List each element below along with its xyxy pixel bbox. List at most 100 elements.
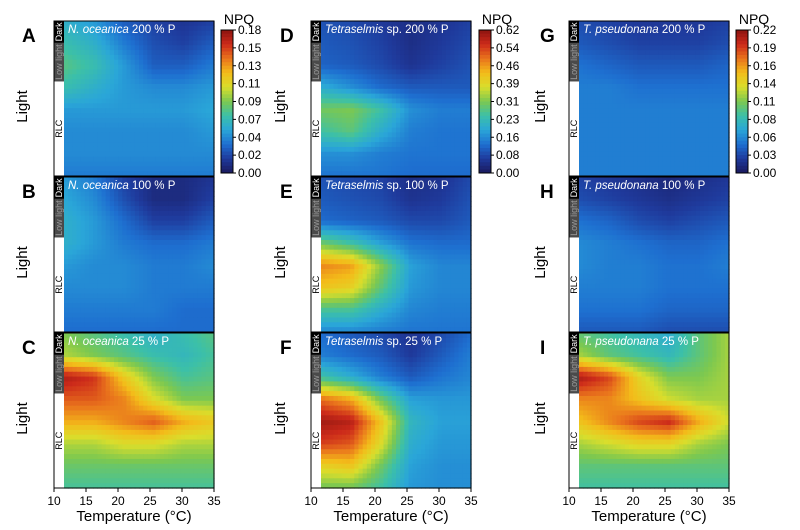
heatmap-cell	[172, 235, 178, 241]
heatmap-cell	[466, 196, 472, 202]
heatmap-cell	[429, 59, 435, 66]
heatmap-cell	[101, 381, 107, 387]
heatmap-cell	[147, 333, 153, 339]
heatmap-cell	[425, 79, 430, 85]
heatmap-cell	[76, 362, 82, 368]
heatmap-cell	[337, 64, 343, 71]
heatmap-cell	[93, 410, 98, 416]
heatmap-cell	[209, 283, 215, 289]
heatmap-cell	[122, 264, 128, 270]
heatmap-cell	[72, 235, 78, 241]
heatmap-cell	[147, 254, 153, 260]
heatmap-cell	[93, 171, 98, 177]
heatmap-cell	[446, 35, 451, 41]
heatmap-cell	[197, 79, 203, 85]
heatmap-cell	[151, 337, 157, 344]
heatmap-cell	[421, 142, 426, 148]
heatmap-cell	[164, 74, 169, 80]
heatmap-cell	[80, 113, 86, 119]
heatmap-cell	[134, 40, 140, 46]
heatmap-cell	[416, 74, 422, 80]
heatmap-cell	[164, 146, 169, 153]
heatmap-cell	[341, 25, 347, 32]
heatmap-cell	[189, 357, 194, 363]
heatmap-cell	[458, 54, 464, 61]
heatmap-cell	[180, 463, 186, 470]
heatmap-cell	[97, 400, 103, 407]
heatmap-cell	[164, 235, 169, 241]
heatmap-cell	[333, 88, 339, 95]
heatmap-cell	[396, 161, 401, 167]
heatmap-cell	[354, 177, 360, 183]
heatmap-cell	[391, 25, 397, 32]
heatmap-cell	[437, 83, 443, 90]
heatmap-cell	[76, 322, 82, 328]
heatmap-cell	[421, 196, 426, 202]
heatmap-cell	[189, 177, 194, 183]
heatmap-cell	[180, 342, 186, 349]
heatmap-cell	[101, 312, 107, 319]
heatmap-cell	[408, 88, 414, 95]
heatmap-cell	[76, 45, 82, 51]
heatmap-cell	[72, 161, 78, 167]
heatmap-cell	[101, 122, 107, 129]
heatmap-cell	[366, 108, 372, 114]
heatmap-cell	[462, 127, 468, 133]
heatmap-cell	[89, 337, 94, 344]
colorbar-segment	[221, 151, 233, 156]
heatmap-cell	[97, 357, 103, 363]
heatmap-cell	[184, 347, 190, 353]
heatmap-cell	[155, 215, 161, 222]
heatmap-cell	[139, 206, 144, 212]
heatmap-cell	[68, 425, 73, 431]
heatmap-cell	[201, 230, 207, 236]
heatmap-cell	[109, 206, 115, 212]
heatmap-cell	[429, 132, 435, 138]
heatmap-cell	[159, 142, 165, 148]
heatmap-cell	[97, 420, 103, 426]
heatmap-cell	[130, 54, 136, 61]
heatmap-cell	[155, 371, 161, 378]
heatmap-cell	[97, 181, 103, 188]
heatmap-cell	[209, 395, 215, 402]
heatmap-cell	[151, 196, 157, 202]
heatmap-cell	[155, 264, 161, 270]
heatmap-cell	[201, 449, 207, 455]
heatmap-cell	[209, 352, 215, 358]
heatmap-cell	[180, 225, 186, 231]
heatmap-cell	[93, 302, 98, 309]
heatmap-cell	[362, 50, 368, 56]
heatmap-cell	[155, 415, 161, 421]
heatmap-cell	[109, 478, 115, 484]
heatmap-cell	[333, 64, 339, 71]
heatmap-cell	[139, 108, 144, 114]
heatmap-cell	[147, 264, 153, 270]
heatmap-cell	[379, 74, 385, 80]
heatmap-cell	[450, 196, 455, 202]
heatmap-cell	[118, 137, 123, 143]
heatmap-cell	[89, 483, 94, 489]
heatmap-cell	[64, 35, 69, 41]
heatmap-cell	[80, 35, 86, 41]
heatmap-cell	[358, 103, 364, 109]
heatmap-cell	[404, 59, 410, 66]
heatmap-cell	[68, 317, 73, 323]
heatmap-cell	[458, 64, 464, 71]
heatmap-cell	[176, 400, 182, 407]
heatmap-cell	[193, 79, 198, 85]
heatmap-cell	[168, 45, 173, 51]
heatmap-cell	[197, 381, 203, 387]
heatmap-cell	[433, 74, 439, 80]
heatmap-cell	[189, 444, 194, 450]
heatmap-cell	[425, 196, 430, 202]
heatmap-cell	[134, 186, 140, 193]
heatmap-cell	[93, 142, 98, 148]
heatmap-cell	[164, 151, 169, 158]
heatmap-cell	[164, 483, 169, 489]
heatmap-cell	[189, 483, 194, 489]
heatmap-cell	[189, 25, 194, 32]
heatmap-cell	[134, 468, 140, 475]
heatmap-cell	[350, 40, 355, 46]
colorbar-segment	[221, 69, 233, 74]
heatmap-cell	[143, 137, 148, 143]
